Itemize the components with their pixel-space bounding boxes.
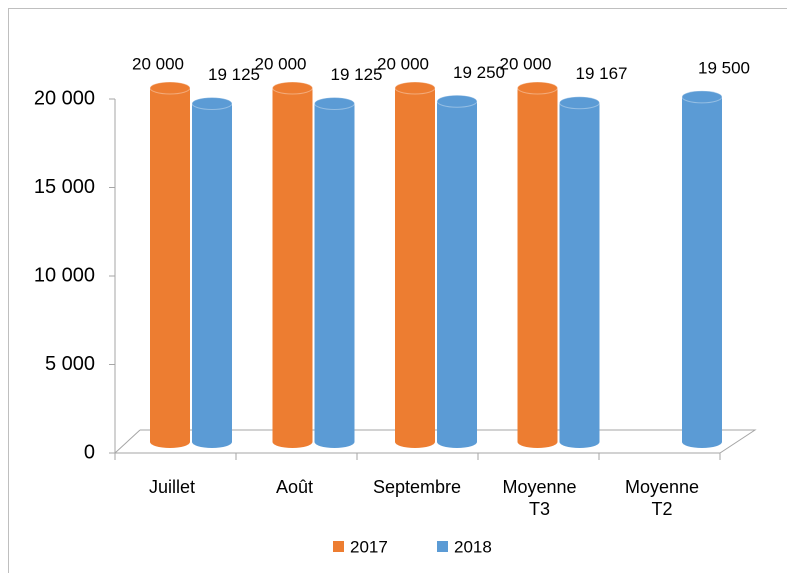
data-label: 20 000 <box>377 54 429 73</box>
x-tick-label: Août <box>275 477 314 497</box>
data-label: 19 125 <box>208 65 260 84</box>
y-tick-label: 10 000 <box>34 264 95 286</box>
x-tick-label: Juillet <box>148 477 196 497</box>
bar <box>150 88 190 442</box>
legend-label: 2017 <box>350 537 388 556</box>
data-label: 19 500 <box>698 58 750 77</box>
y-tick-label: 15 000 <box>34 176 95 198</box>
bar-top <box>517 81 558 95</box>
bar <box>272 88 313 442</box>
y-tick-label: 0 <box>84 441 95 463</box>
bar-top <box>436 94 478 108</box>
data-label: 19 167 <box>576 64 628 83</box>
bar <box>559 102 600 442</box>
bar-top <box>314 96 355 110</box>
bar-top <box>559 96 600 110</box>
x-tick-label: Moyenne T3 <box>502 477 577 519</box>
x-tick-label: Moyenne T2 <box>624 477 700 519</box>
legend-swatch <box>437 541 448 552</box>
legend-label: 2018 <box>454 537 492 556</box>
data-label: 19 125 <box>331 65 383 84</box>
bar <box>192 103 232 443</box>
bar <box>517 88 558 442</box>
bar <box>314 103 355 443</box>
data-label: 20 000 <box>132 54 184 73</box>
bar-top <box>394 81 436 95</box>
bar-top <box>191 96 233 110</box>
data-label: 20 000 <box>255 54 307 73</box>
y-tick-label: 20 000 <box>34 87 95 109</box>
y-tick-label: 5 000 <box>45 353 95 375</box>
bar-top <box>149 81 191 95</box>
data-label: 20 000 <box>500 54 552 73</box>
x-tick-label: Septembre <box>372 477 462 497</box>
data-label: 19 250 <box>453 63 505 82</box>
bar <box>437 101 477 443</box>
bar <box>395 88 435 442</box>
bar-top <box>272 81 313 95</box>
legend-swatch <box>333 541 344 552</box>
chart-frame <box>8 8 787 573</box>
bar <box>682 96 722 442</box>
bar-top <box>681 90 723 104</box>
